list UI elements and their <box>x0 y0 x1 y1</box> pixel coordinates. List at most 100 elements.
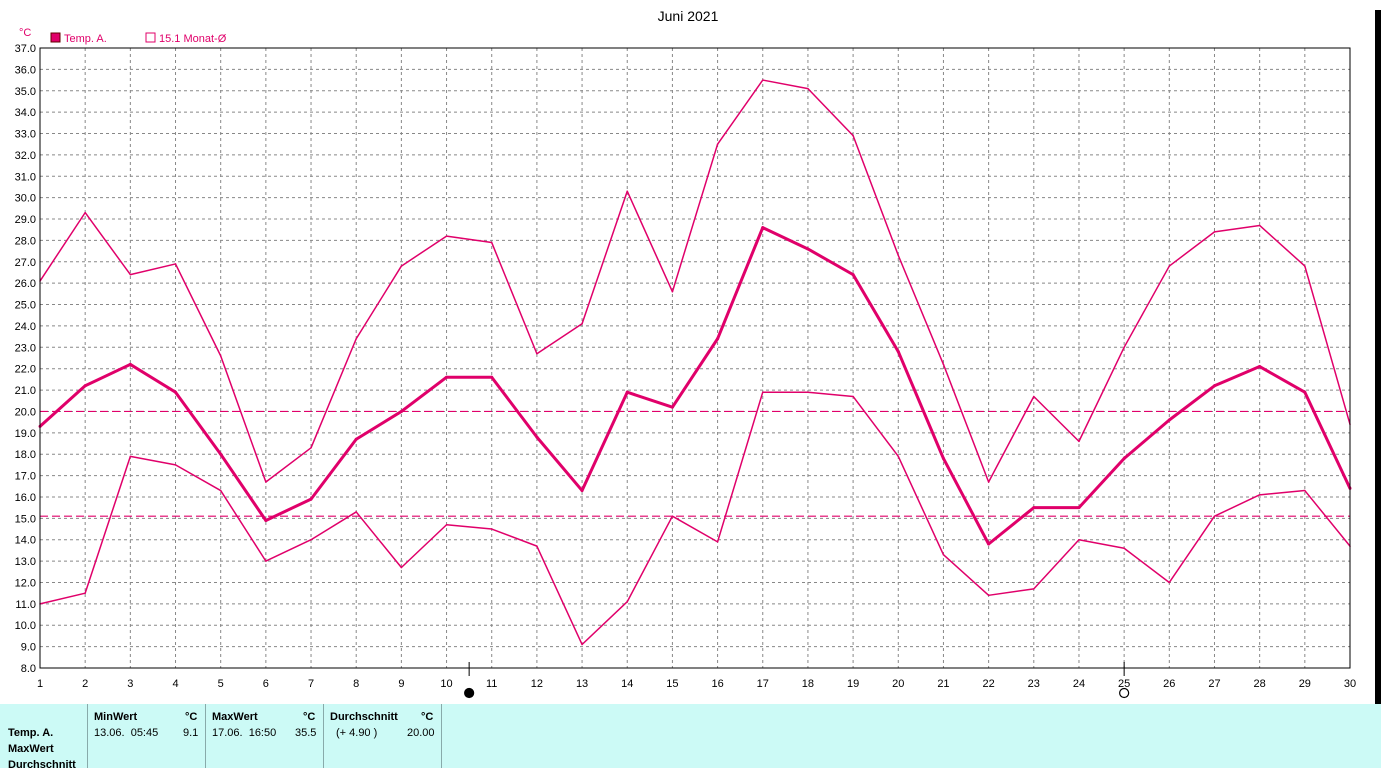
y-tick-label: 12.0 <box>15 577 36 589</box>
legend: Temp. A. 15.1 Monat-Ø <box>50 32 227 45</box>
x-tick-label: 6 <box>263 678 269 690</box>
data-point-min <box>897 455 900 458</box>
y-tick-label: 34.0 <box>15 107 36 119</box>
y-tick-label: 22.0 <box>15 364 36 376</box>
info-panel: Temp. A. MaxWert Durchschnitt MinWert °C… <box>0 704 1381 771</box>
data-point-min <box>219 489 222 492</box>
y-tick-label: 8.0 <box>21 663 36 675</box>
avg-value: 20.00 <box>407 727 435 739</box>
data-point-avg <box>1258 365 1262 369</box>
y-tick-label: 26.0 <box>15 278 36 290</box>
data-point-max <box>852 134 854 137</box>
data-point-min <box>942 553 945 556</box>
y-tick-label: 16.0 <box>15 492 36 504</box>
series-line-min <box>39 391 1351 646</box>
data-point-max <box>581 323 583 325</box>
data-point-max <box>626 190 628 192</box>
data-point-avg <box>490 375 494 379</box>
scrollbar[interactable] <box>1375 10 1381 768</box>
y-tick-label: 20.0 <box>15 406 36 418</box>
data-point-min <box>626 600 628 603</box>
max-unit: °C <box>303 711 316 723</box>
legend-swatch-temp <box>50 32 61 43</box>
data-point-avg <box>716 337 720 341</box>
data-point-min <box>1168 581 1171 584</box>
data-point-max <box>536 352 538 355</box>
row-labels-column: Temp. A. MaxWert Durchschnitt <box>0 704 88 771</box>
data-point-max <box>1033 395 1035 398</box>
x-tick-label: 18 <box>802 678 814 690</box>
y-tick-label: 30.0 <box>15 193 36 205</box>
avg-delta: (+ 4.90 ) <box>336 727 378 739</box>
data-point-max <box>1168 265 1171 267</box>
chart-title: Juni 2021 <box>658 8 719 24</box>
x-tick-label: 25 <box>1118 678 1130 690</box>
y-tick-label: 33.0 <box>15 129 36 141</box>
data-point-min <box>400 566 403 569</box>
data-point-min <box>716 541 719 543</box>
y-tick-label: 9.0 <box>21 642 36 654</box>
data-point-avg <box>987 542 991 546</box>
data-point-min <box>129 455 132 458</box>
data-point-avg <box>1077 506 1081 510</box>
x-tick-label: 2 <box>82 678 88 690</box>
y-tick-label: 11.0 <box>15 599 36 611</box>
data-point-min <box>807 391 809 393</box>
y-tick-label: 31.0 <box>15 171 36 183</box>
x-tick-label: 1 <box>37 678 43 690</box>
data-point-max <box>265 481 267 483</box>
legend-label-temp: Temp. A. <box>64 33 107 45</box>
series-line-max <box>39 79 1351 483</box>
y-tick-label: 17.0 <box>15 471 36 483</box>
row-label-avg: Durchschnitt <box>8 759 76 771</box>
min-value: 9.1 <box>183 727 199 739</box>
y-tick-label: 13.0 <box>15 556 36 568</box>
x-tick-label: 11 <box>486 678 497 690</box>
series <box>38 79 1352 646</box>
data-point-avg <box>1032 506 1036 510</box>
y-tick-label: 29.0 <box>15 214 36 226</box>
data-point-max <box>219 355 222 357</box>
y-tick-label: 35.0 <box>15 86 36 98</box>
data-point-avg <box>670 405 674 409</box>
data-point-avg <box>264 518 268 522</box>
data-point-max <box>1213 231 1216 233</box>
y-tick-label: 14.0 <box>15 535 36 547</box>
row-label-max: MaxWert <box>8 743 54 755</box>
max-value: 35.5 <box>295 727 317 739</box>
data-point-avg <box>219 452 223 456</box>
data-point-min <box>1033 588 1035 590</box>
data-point-max <box>174 263 177 265</box>
y-axis-unit: °C <box>19 27 31 39</box>
x-tick-label: 27 <box>1208 678 1220 690</box>
x-tick-label: 29 <box>1299 678 1311 690</box>
data-point-max <box>445 235 448 237</box>
temperature-chart: Juni 2021 °C Temp. A. 15.1 Monat-Ø 8.0 9.… <box>15 8 1357 699</box>
data-point-avg <box>174 390 178 394</box>
data-point-min <box>987 594 990 597</box>
data-point-max <box>129 273 132 276</box>
x-tick-label: 28 <box>1254 678 1266 690</box>
data-point-avg <box>580 489 584 493</box>
x-tick-label: 30 <box>1344 678 1356 690</box>
min-time: 13.06. 05:45 <box>94 727 159 739</box>
x-tick-label: 10 <box>440 678 452 690</box>
avg-header: Durchschnitt <box>330 711 398 723</box>
min-column: MinWert °C 13.06. 05:45 9.1 <box>88 704 206 768</box>
data-point-min <box>265 560 267 562</box>
moon-phase-marker <box>464 687 475 699</box>
data-point-max <box>942 363 945 366</box>
x-tick-label: 3 <box>127 678 133 690</box>
x-tick-label: 14 <box>621 678 633 690</box>
data-point-avg <box>354 437 358 441</box>
data-point-min <box>84 592 86 594</box>
data-point-max <box>1304 265 1306 267</box>
axes: 8.09.010.011.012.013.014.015.016.017.018… <box>15 43 1357 690</box>
x-tick-label: 24 <box>1073 678 1085 690</box>
x-tick-label: 16 <box>711 678 723 690</box>
data-point-min <box>671 515 674 517</box>
data-point-min <box>1123 547 1125 550</box>
max-column: MaxWert °C 17.06. 16:50 35.5 <box>206 704 324 768</box>
x-tick-label: 22 <box>982 678 994 690</box>
x-tick-label: 20 <box>892 678 904 690</box>
